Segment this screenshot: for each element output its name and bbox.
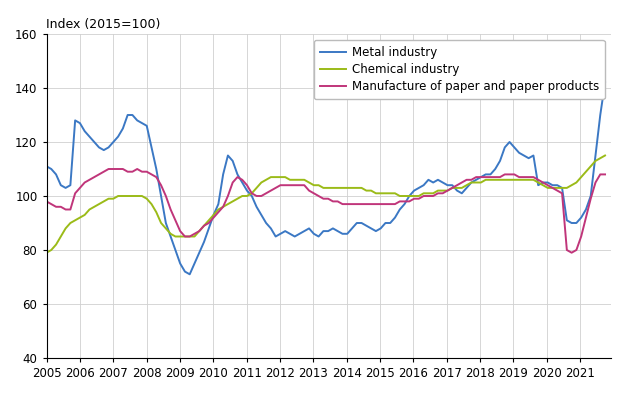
Metal industry xyxy=(239,180,246,185)
Metal industry xyxy=(487,172,494,177)
Metal industry xyxy=(43,164,50,169)
Metal industry xyxy=(434,177,441,182)
Chemical industry xyxy=(430,191,437,196)
Text: Index (2015=100): Index (2015=100) xyxy=(46,18,161,32)
Legend: Metal industry, Chemical industry, Manufacture of paper and paper products: Metal industry, Chemical industry, Manuf… xyxy=(314,40,604,99)
Line: Chemical industry: Chemical industry xyxy=(46,156,605,253)
Chemical industry xyxy=(157,220,165,225)
Manufacture of paper and paper products xyxy=(568,250,575,255)
Chemical industry xyxy=(472,180,480,185)
Metal industry xyxy=(601,80,609,85)
Manufacture of paper and paper products xyxy=(487,175,494,180)
Manufacture of paper and paper products xyxy=(110,166,117,171)
Manufacture of paper and paper products xyxy=(239,177,246,182)
Chemical industry xyxy=(43,250,50,255)
Metal industry xyxy=(477,175,485,180)
Chemical industry xyxy=(105,196,112,201)
Manufacture of paper and paper products xyxy=(162,194,169,198)
Chemical industry xyxy=(601,153,609,158)
Metal industry xyxy=(186,272,193,277)
Manufacture of paper and paper products xyxy=(434,191,441,196)
Line: Manufacture of paper and paper products: Manufacture of paper and paper products xyxy=(46,169,605,253)
Manufacture of paper and paper products xyxy=(601,172,609,177)
Chemical industry xyxy=(482,177,489,182)
Manufacture of paper and paper products xyxy=(477,175,485,180)
Chemical industry xyxy=(234,196,241,201)
Metal industry xyxy=(157,194,165,198)
Line: Metal industry: Metal industry xyxy=(46,82,605,274)
Manufacture of paper and paper products xyxy=(105,166,112,171)
Manufacture of paper and paper products xyxy=(43,199,50,204)
Metal industry xyxy=(105,145,112,150)
